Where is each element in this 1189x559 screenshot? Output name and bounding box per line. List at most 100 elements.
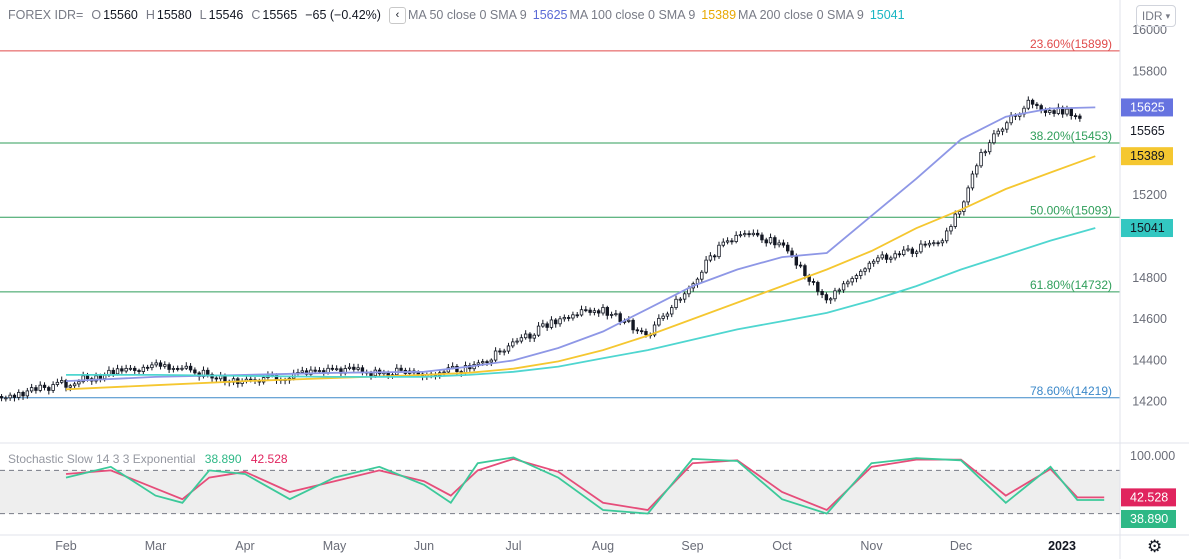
candle-body <box>957 211 962 215</box>
candle-body <box>549 319 554 328</box>
collapse-legend-button[interactable]: ‹ <box>388 6 406 24</box>
candle-body <box>962 201 966 212</box>
candle-body <box>498 350 502 353</box>
candle-body <box>996 130 1000 135</box>
candle-body <box>889 257 893 260</box>
symbol-title[interactable]: FOREX IDR= <box>8 8 84 22</box>
candle-body <box>60 380 64 383</box>
candle-body <box>334 368 339 371</box>
candle-body <box>700 271 704 280</box>
candle-body <box>867 262 872 270</box>
candle-body <box>601 307 605 314</box>
candle-body <box>167 364 171 370</box>
candle-body <box>639 330 644 333</box>
close-value: 15565 <box>262 8 298 22</box>
candle-body <box>300 370 304 373</box>
candle-body <box>927 242 932 246</box>
x-label-mar: Mar <box>145 539 167 553</box>
ma50-label[interactable]: MA 50 close 0 SMA 9 <box>407 8 527 22</box>
candle-body <box>953 213 957 227</box>
close-label: C <box>251 8 261 22</box>
candle-body <box>854 275 859 279</box>
candle-body <box>42 384 47 388</box>
candle-body <box>1035 103 1039 106</box>
currency-selector[interactable]: IDR ▾ <box>1136 5 1176 27</box>
candle-body <box>180 367 184 370</box>
candle-body <box>502 350 506 353</box>
candle-body <box>133 367 137 371</box>
x-label-aug: Aug <box>592 539 614 553</box>
candle-body <box>4 397 8 400</box>
candle-body <box>863 268 867 272</box>
stochastic-band <box>0 470 1120 514</box>
candle-body <box>330 367 335 370</box>
candle-body <box>85 375 90 380</box>
candle-body <box>833 290 837 300</box>
candle-body <box>661 315 665 319</box>
ma-line-ma200 <box>66 227 1096 378</box>
candle-body <box>678 298 683 301</box>
candle-body <box>738 234 743 237</box>
x-label-may: May <box>323 539 347 553</box>
candle-body <box>609 314 614 316</box>
candle-body <box>743 233 747 236</box>
candle-body <box>717 244 721 258</box>
stochastic-d-value: 42.528 <box>250 452 288 466</box>
stochastic-legend: Stochastic Slow 14 3 3 Exponential 38.89… <box>8 452 288 466</box>
candle-body <box>841 283 846 291</box>
candle-body <box>21 391 25 397</box>
high-label: H <box>145 8 155 22</box>
stochastic-d-tag-bg <box>1121 488 1176 507</box>
candle-body <box>184 365 188 369</box>
candle-body <box>55 381 60 385</box>
ma200-label[interactable]: MA 200 close 0 SMA 9 <box>738 8 864 22</box>
candle-body <box>983 151 988 154</box>
fib-label-15453: 38.20%(15453) <box>1030 129 1112 143</box>
candle-body <box>592 310 597 313</box>
candle-body <box>137 370 141 372</box>
candle-body <box>528 333 532 339</box>
stochastic-k-tag-bg <box>1121 509 1176 528</box>
candle-body <box>627 319 631 322</box>
candle-body <box>481 361 485 364</box>
candle-body <box>154 362 158 366</box>
candle-body <box>657 317 661 326</box>
open-value: 15560 <box>103 8 138 22</box>
stochastic-k-value: 38.890 <box>204 452 242 466</box>
candlesticks <box>0 96 1082 402</box>
candle-body <box>51 384 55 391</box>
candle-body <box>356 367 360 370</box>
candle-body <box>880 254 884 259</box>
candle-body <box>1052 110 1056 114</box>
candle-body <box>188 365 193 371</box>
candle-body <box>94 375 98 382</box>
candle-body <box>906 248 910 251</box>
candle-body <box>764 239 768 244</box>
candle-body <box>111 369 115 375</box>
candle-body <box>884 254 889 260</box>
candle-body <box>523 333 528 339</box>
candle-body <box>506 345 511 352</box>
candle-body <box>798 264 803 267</box>
candle-body <box>141 366 146 372</box>
candle-body <box>682 293 687 300</box>
candle-body <box>665 313 670 317</box>
candle-body <box>309 369 313 375</box>
stochastic-label[interactable]: Stochastic Slow 14 3 3 Exponential <box>8 452 196 466</box>
candle-body <box>326 367 330 374</box>
candle-body <box>605 307 609 316</box>
candle-body <box>828 298 833 301</box>
candle-body <box>571 314 575 319</box>
candle-body <box>944 230 949 242</box>
x-label-nov: Nov <box>860 539 883 553</box>
gear-icon[interactable]: ⚙ <box>1147 537 1163 556</box>
legend-header: FOREX IDR= O 15560 H 15580 L 15546 C 15565 −… <box>8 6 907 24</box>
candle-body <box>150 364 154 368</box>
ma100-label[interactable]: MA 100 close 0 SMA 9 <box>569 8 696 22</box>
ma-line-ma100 <box>65 155 1096 391</box>
low-label: L <box>199 8 207 22</box>
candle-body <box>747 233 751 236</box>
candle-body <box>485 361 489 364</box>
price-axis: 1600015800154001520014800146001440014200 <box>1132 23 1167 409</box>
